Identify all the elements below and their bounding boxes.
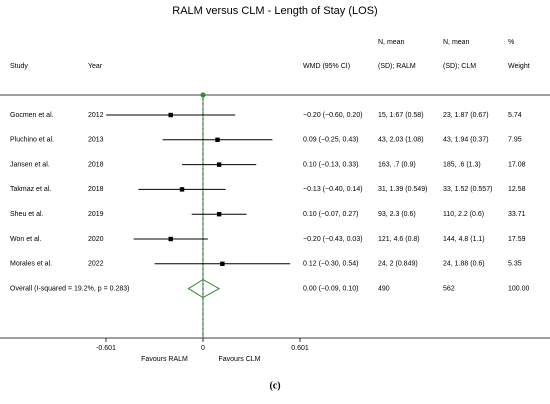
weight-cell: 100.00 [508, 285, 530, 292]
study-year: 2018 [88, 186, 104, 193]
ralm-cell: 43, 2.03 (1.08) [378, 137, 424, 144]
estimate-box [220, 261, 225, 266]
x-tick-label: 0 [201, 345, 205, 352]
study-year: 2019 [88, 211, 104, 218]
study-name: Jansen et al. [10, 161, 50, 168]
column-header: Weight [508, 63, 530, 70]
study-name: Gocmen et al. [10, 112, 54, 119]
clm-cell: 185, .6 (1.3) [443, 161, 481, 168]
x-tick-label: 0.601 [291, 345, 309, 352]
x-label: Favours CLM [218, 356, 260, 363]
column-header: WMD (95% CI) [303, 63, 350, 70]
study-name: Won et al. [10, 236, 41, 243]
estimate-box [216, 212, 222, 217]
weight-cell: 33.71 [508, 211, 526, 218]
clm-cell: 23, 1.87 (0.67) [443, 112, 489, 119]
estimate-box [168, 236, 173, 242]
overall-diamond [187, 279, 221, 299]
ralm-cell: 121, 4.6 (0.8) [378, 236, 420, 243]
weight-cell: 17.59 [508, 236, 526, 243]
clm-cell: 144, 4.8 (1.1) [443, 236, 485, 243]
column-header: N, mean [443, 39, 470, 46]
weight-cell: 17.08 [508, 161, 526, 168]
ralm-cell: 24, 2 (0.849) [378, 261, 418, 268]
study-name: Morales et al. [10, 261, 52, 268]
column-header: (SD); CLM [443, 63, 476, 70]
weight-cell: 5.35 [508, 261, 522, 268]
estimate-box [168, 112, 173, 118]
clm-cell: 24, 1.88 (0.6) [443, 261, 485, 268]
x-tick-label: -0.601 [96, 345, 116, 352]
estimate-box [215, 137, 220, 142]
wmd-label: −0.20 (−0.43, 0.03) [303, 236, 363, 243]
study-year: 2012 [88, 112, 104, 119]
chart-title: RALM versus CLM - Length of Stay (LOS) [172, 5, 377, 17]
wmd-label: 0.00 (−0.09, 0.10) [303, 285, 358, 292]
study-name: Takmaz et al. [10, 186, 51, 193]
estimate-box [179, 187, 185, 192]
study-year: 2022 [88, 261, 104, 268]
overall-label: Overall (I-squared = 19.2%, p = 0.283) [10, 285, 129, 292]
weight-cell: 12.58 [508, 186, 526, 193]
column-header: Year [88, 63, 103, 70]
wmd-label: 0.09 (−0.25, 0.43) [303, 137, 358, 144]
weight-cell: 5.74 [508, 112, 522, 119]
clm-cell: 43, 1.94 (0.37) [443, 137, 489, 144]
clm-cell: 33, 1.52 (0.557) [443, 186, 492, 193]
ralm-cell: 31, 1.39 (0.549) [378, 186, 427, 193]
study-name: Sheu et al. [10, 211, 44, 218]
wmd-label: 0.10 (−0.13, 0.33) [303, 161, 358, 168]
wmd-label: −0.20 (−0.60, 0.20) [303, 112, 363, 119]
estimate-box [216, 162, 222, 167]
ralm-cell: 163, .7 (0.9) [378, 161, 416, 168]
x-label: Favours RALM [141, 356, 188, 363]
wmd-label: 0.12 (−0.30, 0.54) [303, 261, 358, 268]
study-year: 2018 [88, 161, 104, 168]
study-name: Pluchino et al. [10, 137, 54, 144]
wmd-label: −0.13 (−0.40, 0.14) [303, 186, 363, 193]
column-header: (SD); RALM [378, 63, 416, 70]
study-year: 2020 [88, 236, 104, 243]
ralm-cell: 490 [378, 285, 390, 292]
clm-cell: 562 [443, 285, 455, 292]
column-header: Study [10, 63, 28, 70]
column-header: N, mean [378, 39, 405, 46]
clm-cell: 110, 2.2 (0.6) [443, 211, 484, 218]
ralm-cell: 15, 1.67 (0.58) [378, 112, 424, 119]
study-year: 2013 [88, 137, 104, 144]
overall-dot [200, 92, 206, 98]
column-header: % [508, 39, 514, 46]
caption: (c) [269, 380, 280, 391]
ralm-cell: 93, 2.3 (0.6) [378, 211, 416, 218]
weight-cell: 7.95 [508, 137, 522, 144]
wmd-label: 0.10 (−0.07, 0.27) [303, 211, 358, 218]
